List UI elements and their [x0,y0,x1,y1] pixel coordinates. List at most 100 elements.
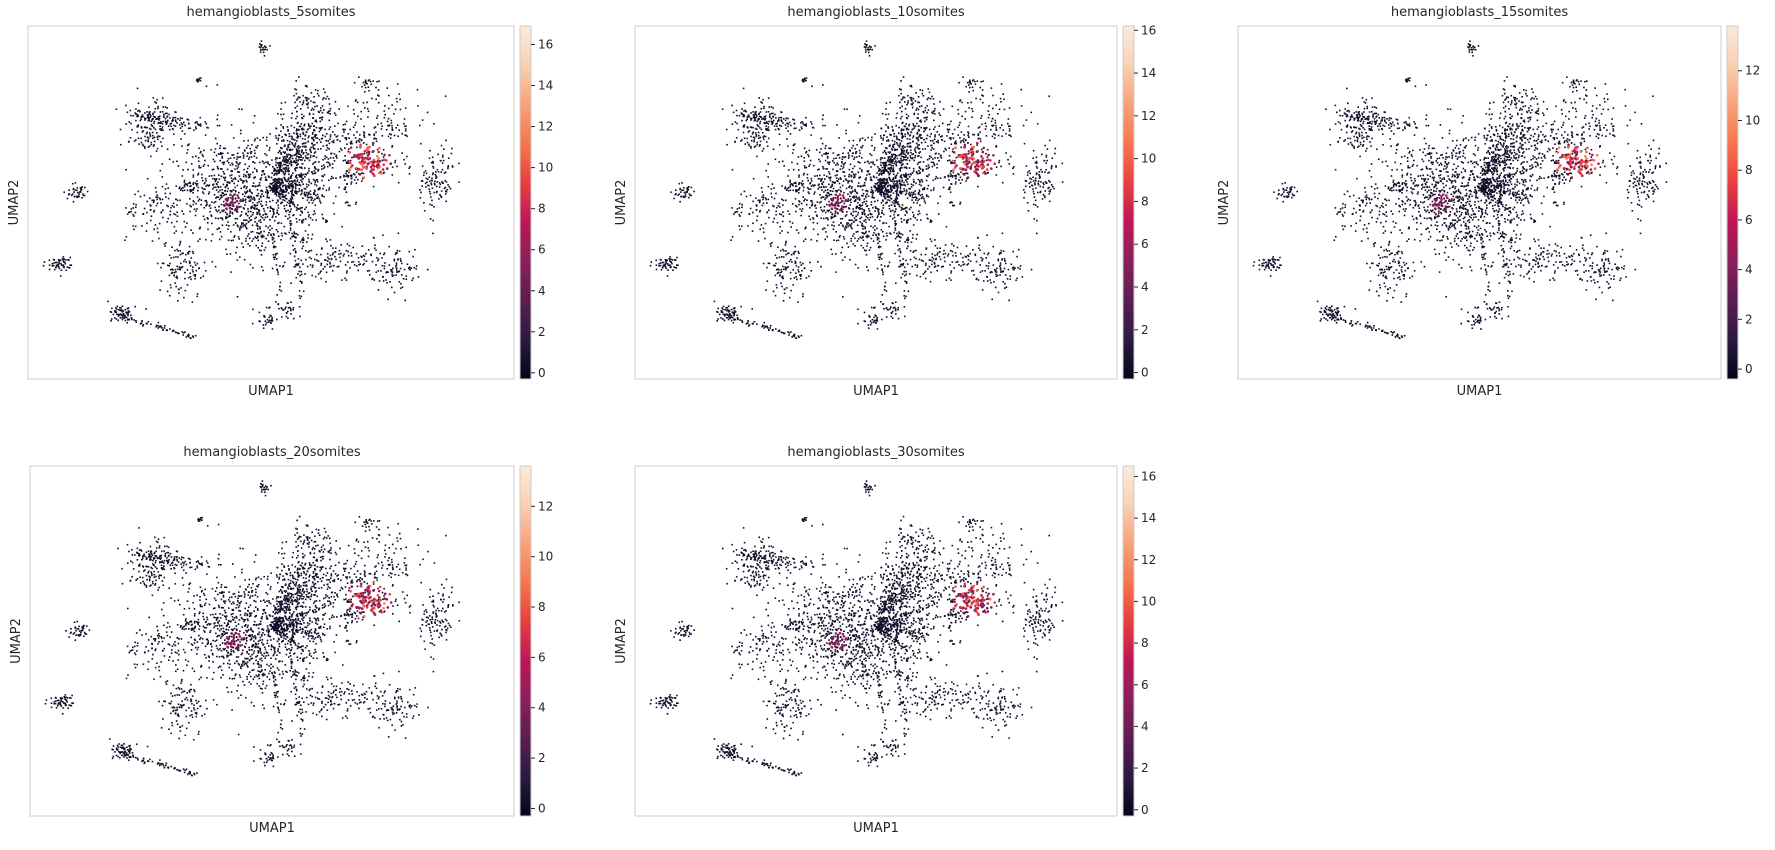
scatter-point [237,226,239,228]
scatter-point [830,180,832,182]
scatter-point [422,119,424,121]
scatter-point [443,160,445,162]
scatter-point [272,191,274,193]
scatter-point [200,80,202,82]
scatter-point [819,202,821,204]
scatter-point [250,264,252,266]
scatter-point [290,308,292,310]
scatter-point-highlight [376,155,379,158]
scatter-point [222,211,224,213]
scatter-point [799,201,801,203]
scatter-point [846,243,848,245]
scatter-point [890,162,892,164]
scatter-point [222,225,224,227]
scatter-point [913,98,915,100]
scatter-point [915,199,917,201]
scatter-point [904,146,906,148]
scatter-point [370,81,372,83]
scatter-point [822,125,824,127]
scatter-point [848,155,850,157]
scatter-point [795,205,797,207]
scatter-point [242,193,244,195]
scatter-point [257,204,259,206]
scatter-point [289,185,291,187]
scatter-point [865,216,867,218]
scatter-point [299,295,301,297]
scatter-point [823,227,825,229]
scatter-point [427,178,429,180]
scatter-point [870,166,872,168]
scatter-point [248,211,250,213]
scatter-point [354,82,356,84]
scatter-point [146,223,148,225]
scatter-point [305,149,307,151]
scatter-point [787,145,789,147]
scatter-point [888,158,890,160]
scatter-point [275,157,277,159]
scatter-point [327,147,329,149]
scatter-point [842,211,844,213]
scatter-point [896,174,898,176]
scatter-point-highlight [365,150,368,153]
scatter-point [290,227,292,229]
scatter-point [296,130,298,132]
scatter-point [852,190,854,192]
scatter-point [830,190,832,192]
scatter-point [325,140,327,142]
scatter-point [127,312,129,314]
panel-title: hemangioblasts_5somites [186,5,355,20]
scatter-point [372,144,374,146]
scatter-point [266,137,268,139]
scatter-point [237,171,239,173]
scatter-point [169,123,171,125]
scatter-point [148,120,150,122]
scatter-point [900,170,902,172]
scatter-point [201,177,203,179]
scatter-point [157,203,159,205]
scatter-point [307,237,309,239]
scatter-point [374,247,376,249]
scatter-point [77,192,79,194]
scatter-point [184,278,186,280]
scatter-point [189,263,191,265]
scatter-point [199,198,201,200]
scatter-point [135,320,137,322]
scatter-point [312,117,314,119]
scatter-point [175,269,177,271]
scatter-point [299,167,301,169]
scatter-point [145,140,147,142]
scatter-point [960,140,962,142]
scatter-point [310,150,312,152]
scatter-point [162,163,164,165]
scatter-point-highlight [385,159,388,162]
scatter-point [309,257,311,259]
scatter-point [182,266,184,268]
scatter-point [840,187,842,189]
scatter-point [899,233,901,235]
scatter-point [287,156,289,158]
scatter-point [871,201,873,203]
scatter-point [311,109,313,111]
scatter-point [307,266,309,268]
scatter-point [242,198,244,200]
scatter-point [807,187,809,189]
scatter-point [941,139,943,141]
scatter-point [265,324,267,326]
scatter-point [159,128,161,130]
scatter-point [243,180,245,182]
scatter-point [204,164,206,166]
scatter-point [938,160,940,162]
scatter-point [888,167,890,169]
scatter-point [375,99,377,101]
scatter-point [55,267,57,269]
scatter-point [441,197,443,199]
scatter-point [865,203,867,205]
scatter-point [395,265,397,267]
scatter-point [296,167,298,169]
scatter-point-highlight [231,195,234,198]
scatter-point [281,307,283,309]
scatter-point [358,257,360,259]
scatter-point [195,264,197,266]
scatter-point [828,201,830,203]
scatter-point [913,224,915,226]
